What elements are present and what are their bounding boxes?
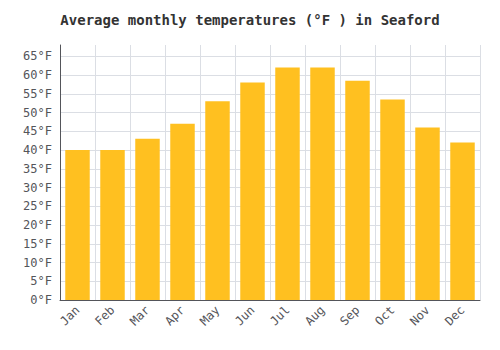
svg-text:60°F: 60°F [23, 68, 52, 82]
svg-text:45°F: 45°F [23, 124, 52, 138]
svg-text:25°F: 25°F [23, 199, 52, 213]
svg-text:20°F: 20°F [23, 218, 52, 232]
svg-text:Jul: Jul [267, 303, 292, 328]
svg-text:65°F: 65°F [23, 49, 52, 63]
svg-text:55°F: 55°F [23, 87, 52, 101]
svg-text:May: May [197, 303, 222, 328]
svg-text:35°F: 35°F [23, 162, 52, 176]
svg-text:5°F: 5°F [30, 274, 52, 288]
svg-text:Dec: Dec [442, 303, 467, 328]
svg-text:Average monthly temperatures (: Average monthly temperatures (°F ) in Se… [60, 12, 439, 28]
svg-text:10°F: 10°F [23, 256, 52, 270]
svg-text:30°F: 30°F [23, 181, 52, 195]
svg-text:Jun: Jun [232, 303, 257, 328]
svg-text:50°F: 50°F [23, 106, 52, 120]
svg-text:Sep: Sep [337, 303, 362, 328]
svg-text:0°F: 0°F [30, 293, 52, 307]
svg-text:Nov: Nov [407, 303, 432, 328]
svg-text:Mar: Mar [127, 303, 152, 328]
svg-text:Oct: Oct [372, 303, 397, 328]
svg-text:Aug: Aug [302, 303, 327, 328]
svg-text:Feb: Feb [92, 303, 117, 328]
svg-text:Jan: Jan [57, 303, 82, 328]
svg-text:15°F: 15°F [23, 237, 52, 251]
svg-text:40°F: 40°F [23, 143, 52, 157]
svg-text:Apr: Apr [162, 303, 187, 328]
